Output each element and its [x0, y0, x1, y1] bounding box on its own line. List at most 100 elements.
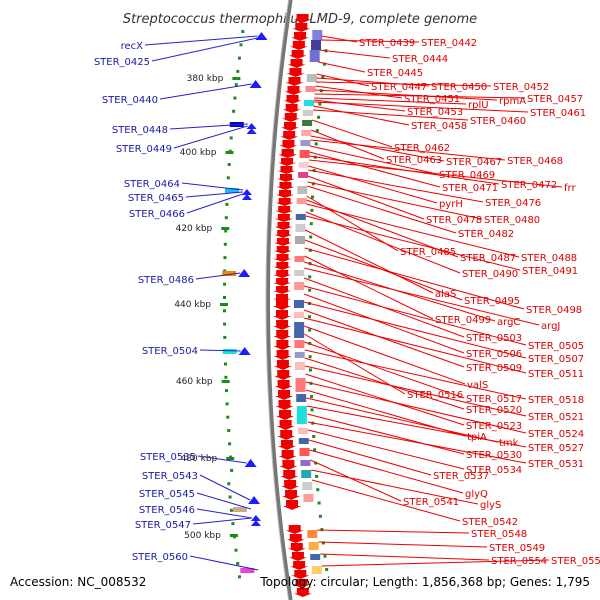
forward-gene-arrow	[292, 579, 311, 588]
kbp-tick-dot	[223, 296, 226, 299]
kbp-tick-dot	[241, 30, 245, 33]
kbp-tick-dot	[318, 514, 322, 518]
kbp-tick-dot	[227, 163, 231, 166]
kbp-major-tick	[221, 227, 230, 230]
kbp-major-tick	[221, 380, 230, 383]
reverse-gene-block	[222, 349, 237, 354]
kbp-tick-dot	[317, 501, 321, 505]
leader-line-right	[308, 159, 563, 188]
kbp-tick-dot	[223, 322, 227, 326]
leader-line-right	[311, 469, 479, 505]
gene-label-right: STER_0461	[530, 108, 586, 119]
gene-label-right: glyS	[480, 500, 501, 511]
leader-line-right	[308, 439, 432, 476]
forward-gene-arrow	[274, 370, 293, 380]
gene-label-right: STER_0482	[458, 229, 514, 240]
reverse-gene-block	[225, 188, 240, 193]
leader-line-right	[319, 49, 391, 59]
reverse-gene-arrow	[238, 269, 251, 277]
gene-label-right: argJ	[541, 321, 560, 332]
forward-gene-arrow	[273, 246, 292, 254]
kbp-label: 500 kbp	[184, 531, 221, 541]
forward-gene-arrow	[288, 50, 307, 59]
leader-line-right	[303, 317, 527, 374]
forward-gene-arrow	[275, 206, 294, 214]
kbp-major-tick	[226, 457, 235, 460]
gene-label-left: STER_0425	[94, 57, 150, 68]
forward-gene-arrow	[286, 534, 305, 543]
gene-feature-block	[294, 312, 304, 318]
gene-feature-block	[298, 162, 309, 168]
gene-label-left: STER_0543	[142, 471, 198, 482]
gene-label-right: STER_0541	[403, 497, 459, 508]
leader-line-right	[304, 349, 527, 400]
kbp-tick-dot	[321, 75, 325, 79]
gene-label-right: STER_0517	[466, 394, 522, 405]
gene-label-right: STER_0469	[439, 170, 495, 181]
kbp-label: 420 kbp	[176, 224, 213, 234]
gene-label-left: STER_0535	[140, 452, 196, 463]
gene-feature-block	[298, 438, 309, 444]
kbp-tick-dot	[227, 429, 231, 432]
leader-line-left	[186, 193, 243, 214]
kbp-major-tick	[220, 303, 229, 306]
gene-label-right: STER_0453	[407, 107, 463, 118]
leader-line-left	[192, 517, 252, 525]
gene-label-right: STER_0439	[359, 38, 415, 49]
kbp-tick-dot	[316, 488, 320, 492]
gene-label-left: recX	[121, 41, 144, 52]
leader-line-right	[310, 459, 402, 502]
kbp-tick-dot	[223, 256, 227, 260]
gene-label-left: STER_0449	[116, 144, 172, 155]
kbp-tick-dot	[223, 309, 226, 313]
gene-feature-block	[294, 256, 305, 262]
forward-gene-arrow	[276, 182, 295, 190]
forward-gene-arrow	[287, 59, 306, 68]
gene-feature-block	[303, 494, 314, 502]
gene-label-right: rpmA	[499, 96, 526, 107]
kbp-tick-dot	[308, 355, 312, 359]
kbp-tick-dot	[226, 176, 230, 180]
leader-line-right	[312, 109, 469, 121]
kbp-tick-dot	[228, 495, 232, 499]
kbp-tick-dot	[224, 362, 227, 366]
kbp-tick-dot	[233, 96, 237, 100]
gene-label-right: STER_0509	[466, 363, 522, 374]
reverse-gene-arrow	[250, 515, 261, 526]
kbp-tick-dot	[223, 335, 227, 339]
forward-gene-arrow	[275, 390, 294, 400]
kbp-tick-dot	[239, 43, 243, 47]
kbp-tick-dot	[223, 269, 227, 273]
reverse-gene-arrow	[244, 459, 257, 467]
leader-line-right	[310, 139, 506, 161]
gene-feature-block	[298, 172, 309, 178]
forward-gene-arrow	[279, 140, 298, 149]
kbp-tick-dot	[325, 568, 329, 571]
gene-label-left: STER_0547	[135, 520, 191, 531]
kbp-tick-dot	[310, 395, 313, 399]
gene-feature-block	[299, 448, 310, 456]
kbp-tick-dot	[315, 474, 319, 478]
gene-feature-block	[295, 214, 306, 220]
gene-feature-block	[309, 50, 320, 62]
gene-label-right: STER_0518	[528, 395, 584, 406]
kbp-tick-dot	[224, 375, 228, 379]
kbp-tick-dot	[314, 461, 318, 465]
gene-feature-block	[297, 186, 308, 194]
kbp-tick-dot	[229, 508, 233, 512]
leader-line-left	[189, 555, 259, 571]
reverse-gene-block	[222, 271, 237, 276]
kbp-tick-dot	[224, 216, 228, 220]
gene-label-right: STER_0472	[501, 180, 557, 191]
leader-line-right	[308, 429, 465, 470]
forward-gene-arrow	[276, 410, 295, 420]
gene-label-right: STER_0495	[464, 296, 520, 307]
forward-gene-arrow	[273, 278, 292, 286]
kbp-tick-dot	[313, 448, 317, 452]
gene-label-left: STER_0504	[142, 346, 198, 357]
gene-label-right: STER_0520	[466, 405, 522, 416]
gene-feature-block	[296, 394, 307, 402]
gene-label-right: alaS	[435, 289, 456, 300]
kbp-tick-dot	[225, 402, 229, 406]
leader-line-right	[311, 129, 385, 160]
